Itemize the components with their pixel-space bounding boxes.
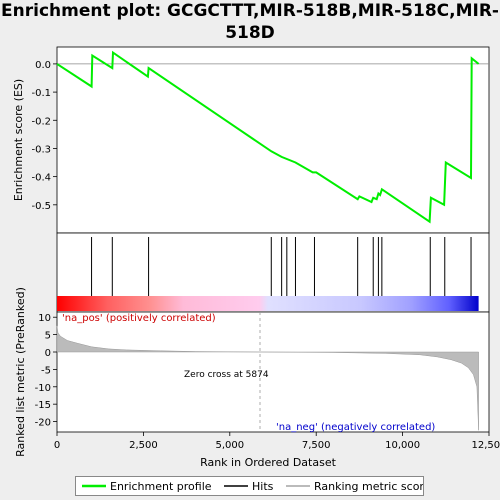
metric-y-tick-label: -10 — [35, 383, 51, 394]
zero-cross-label: Zero cross at 5874 — [184, 370, 269, 380]
es-y-tick-label: -0.1 — [31, 88, 51, 99]
negative-label: 'na_neg' (negatively correlated) — [276, 422, 435, 433]
x-tick-label: 7,500 — [302, 440, 331, 451]
metric-y-tick-label: 5 — [45, 331, 51, 342]
metric-y-axis-label: Ranked list metric (PreRanked) — [14, 287, 27, 457]
metric-y-tick-label: 0 — [45, 348, 51, 359]
metric-panel — [57, 312, 489, 432]
x-tick-label: 2,500 — [129, 440, 158, 451]
legend: Enrichment profile Hits Ranking metric s… — [75, 476, 424, 496]
metric-y-tick-label: 10 — [38, 313, 51, 324]
x-tick-label: 12,500 — [472, 440, 500, 451]
es-panel — [57, 47, 489, 233]
es-y-tick-label: -0.5 — [31, 201, 51, 212]
positive-label: 'na_pos' (positively correlated) — [62, 313, 216, 324]
x-tick-label: 10,000 — [385, 440, 420, 451]
es-y-tick-label: 0.0 — [35, 60, 51, 71]
x-tick-label: 5,000 — [215, 440, 244, 451]
x-axis-label: Rank in Ordered Dataset — [200, 456, 337, 469]
es-y-axis: 0.0 -0.1 -0.2 -0.3 -0.4 -0.5 — [31, 60, 57, 212]
metric-y-tick-label: -15 — [35, 400, 51, 411]
x-axis: 0 2,500 5,000 7,500 10,000 12,500 — [54, 432, 500, 451]
es-y-axis-label: Enrichment score (ES) — [12, 79, 25, 201]
rank-colorbar — [57, 296, 479, 311]
legend-hits-label: Hits — [252, 480, 274, 493]
metric-y-tick-label: -5 — [41, 365, 51, 376]
legend-profile-label: Enrichment profile — [110, 480, 212, 493]
legend-metric-label: Ranking metric scores — [314, 480, 423, 493]
metric-y-axis: 10 5 0 -5 -10 -15 -20 — [35, 313, 57, 428]
x-tick-label: 0 — [54, 440, 60, 451]
es-y-tick-label: -0.2 — [31, 116, 51, 127]
es-y-tick-label: -0.4 — [31, 173, 51, 184]
metric-y-tick-label: -20 — [35, 418, 51, 429]
es-y-tick-label: -0.3 — [31, 144, 51, 155]
